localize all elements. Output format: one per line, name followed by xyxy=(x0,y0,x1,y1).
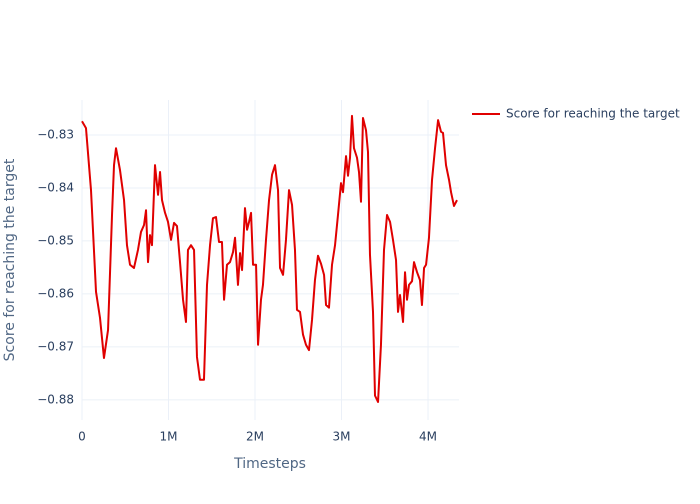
data-line xyxy=(81,114,458,403)
x-tick-label: 4M xyxy=(419,430,437,444)
y-axis-title: Score for reaching the target xyxy=(2,158,18,361)
y-tick-label: −0.84 xyxy=(37,180,74,194)
y-tick-label: −0.88 xyxy=(37,392,74,406)
legend-label: Score for reaching the target xyxy=(506,107,680,121)
y-tick-label: −0.85 xyxy=(37,233,74,247)
x-tick-label: 3M xyxy=(333,430,351,444)
y-tick-label: −0.86 xyxy=(37,286,74,300)
x-axis-title: Timesteps xyxy=(233,456,306,472)
y-tick-label: −0.87 xyxy=(37,339,74,353)
y-tick-label: −0.83 xyxy=(37,127,74,141)
x-tick-label: 1M xyxy=(160,430,178,444)
x-tick-label: 2M xyxy=(246,430,264,444)
x-tick-label: 0 xyxy=(78,430,86,444)
